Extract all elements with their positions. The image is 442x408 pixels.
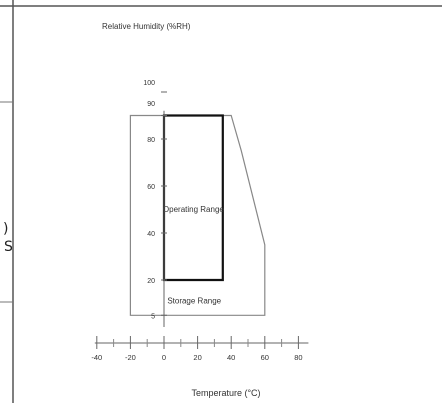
y-tick-label: 40 [147,231,155,238]
y-ticks-layer: 5 20 40 60 80 90 100 [143,80,167,320]
axes-layer [94,110,309,344]
x-tick-label: 80 [294,353,302,362]
left-panel-fragment-paren: ) [3,221,9,237]
left-panel-fragment-s: S [4,239,13,255]
x-tick-label: -20 [125,353,136,362]
operating-range-label: Operating Range [163,205,224,214]
y-tick-label: 100 [143,80,155,87]
y-tick-label: 80 [147,137,155,144]
x-tick-label: -40 [91,353,102,362]
storage-range-region [129,114,266,316]
y-tick-label: 20 [147,278,155,285]
y-tick-label: 90 [147,101,155,108]
x-tick-label: 20 [193,353,201,362]
x-tick-label: 60 [261,353,269,362]
regions-layer: Operating Range Storage Range [129,114,266,316]
x-ticks-layer: -40 -20 0 20 40 60 80 [91,336,303,362]
y-tick-label: 5 [151,313,155,320]
storage-range-label: Storage Range [167,297,221,306]
y-tick-label: 60 [147,184,155,191]
x-tick-label: 0 [162,353,166,362]
x-tick-label: 40 [227,353,235,362]
y-axis-label: Relative Humidity (%RH) [102,22,191,31]
x-axis-label: Temperature (°C) [191,388,260,398]
operating-range-region [162,114,224,282]
